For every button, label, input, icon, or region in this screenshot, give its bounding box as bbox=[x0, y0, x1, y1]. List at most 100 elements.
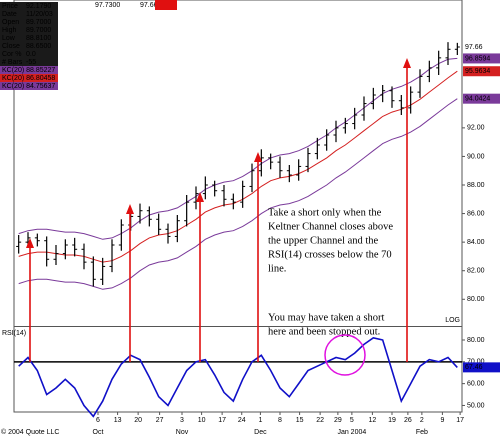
ohlc-bar bbox=[202, 176, 208, 200]
info-row bbox=[0, 58, 58, 66]
x-tick-label: 29 bbox=[334, 417, 342, 424]
ohlc-bar bbox=[445, 42, 451, 65]
info-label: Cor % bbox=[2, 51, 21, 58]
x-tick-label: 6 bbox=[96, 417, 100, 424]
month-label: Nov bbox=[176, 429, 189, 436]
info-value: 89.7000 bbox=[26, 27, 51, 34]
ohlc-bar bbox=[62, 239, 68, 260]
x-tick-label: 2 bbox=[420, 417, 424, 424]
y-tick-label: 90.00 bbox=[467, 153, 485, 160]
arrow-head bbox=[254, 152, 262, 162]
last-value-label: 97.66 bbox=[465, 44, 483, 51]
ohlc-bar bbox=[230, 193, 236, 210]
y-tick-label: 80.00 bbox=[467, 337, 485, 344]
info-label: Open bbox=[2, 19, 19, 26]
ohlc-bar bbox=[296, 159, 302, 181]
ohlc-bar bbox=[174, 215, 180, 243]
ohlc-bar bbox=[305, 147, 311, 173]
ohlc-bar bbox=[426, 60, 432, 83]
arrow-head bbox=[26, 238, 34, 248]
ohlc-bar bbox=[72, 237, 78, 257]
month-label: Jan 2004 bbox=[337, 429, 366, 436]
copyright: © 2004 Quote LLC bbox=[1, 428, 59, 436]
info-row bbox=[0, 34, 58, 42]
last-value-label: 94.0424 bbox=[465, 96, 490, 103]
info-value: 88.6500 bbox=[26, 43, 51, 50]
annotation: Take a short only when the bbox=[268, 207, 382, 218]
annotation: here and been stopped out. bbox=[268, 326, 380, 337]
info-row bbox=[0, 26, 58, 34]
ohlc-bar bbox=[221, 185, 227, 207]
ohlc-bar bbox=[137, 203, 143, 224]
info-value: 92.1790 bbox=[26, 3, 51, 10]
ohlc-bar bbox=[417, 69, 423, 98]
ohlc-bar bbox=[408, 86, 414, 114]
ohlc-bar bbox=[398, 95, 404, 115]
legend-entry: KC(20) 86.80458 bbox=[2, 75, 55, 82]
ohlc-bar bbox=[249, 163, 255, 193]
ohlc-bar bbox=[436, 50, 442, 75]
ohlc-bar bbox=[361, 96, 367, 121]
y-tick-label: 86.00 bbox=[467, 210, 485, 217]
x-tick-label: 22 bbox=[316, 417, 324, 424]
ohlc-bar bbox=[380, 85, 386, 103]
last-value-box bbox=[463, 42, 500, 52]
info-label: Close bbox=[2, 43, 20, 50]
y-tick-label: 80.00 bbox=[467, 296, 485, 303]
ohlc-bar bbox=[34, 233, 40, 247]
legend-entry: KC(20) 84.75637 bbox=[2, 83, 55, 90]
ohlc-bar bbox=[109, 239, 115, 273]
info-value: 11/20/03 bbox=[26, 11, 53, 18]
x-tick-label: 20 bbox=[134, 417, 142, 424]
arrow-head bbox=[126, 204, 134, 214]
legend-row bbox=[0, 74, 58, 82]
annotation: RSI(14) crosses below the 70 bbox=[268, 249, 392, 260]
ohlc-bar bbox=[44, 236, 50, 267]
arrows bbox=[26, 58, 411, 362]
ohlc-bar bbox=[454, 42, 460, 55]
keltner-line bbox=[18, 98, 458, 290]
x-tick-label: 3 bbox=[180, 417, 184, 424]
info-label: Price bbox=[2, 3, 18, 10]
x-tick-label: 1 bbox=[258, 417, 262, 424]
info-row bbox=[0, 10, 58, 18]
annotation: Keltner Channel closes above bbox=[268, 221, 393, 232]
x-tick-label: 10 bbox=[198, 417, 206, 424]
panel-title: RSI(14) bbox=[2, 330, 26, 337]
ohlc-bar bbox=[333, 120, 339, 143]
ohlc-bar bbox=[100, 257, 106, 285]
annotation: You may have taken a short bbox=[268, 312, 385, 323]
keltner-line bbox=[18, 70, 458, 263]
last-value-box bbox=[463, 362, 500, 373]
x-tick-label: 13 bbox=[114, 417, 122, 424]
x-tick-label: 12 bbox=[369, 417, 377, 424]
highlight-circle bbox=[324, 334, 366, 376]
info-value: 89.7000 bbox=[26, 19, 51, 26]
ohlc-bar bbox=[81, 243, 87, 270]
info-label: High bbox=[2, 27, 17, 34]
info-row bbox=[0, 2, 58, 10]
ohlc-bar bbox=[342, 117, 348, 134]
y-tick-label: 88.00 bbox=[467, 182, 485, 189]
ohlc-bar bbox=[118, 219, 124, 251]
info-label: # Bars bbox=[2, 59, 23, 66]
month-label: Dec bbox=[254, 429, 267, 436]
ohlc-bar bbox=[352, 107, 358, 130]
month-label: Oct bbox=[93, 429, 104, 436]
ohlc-bar bbox=[146, 206, 152, 227]
last-value-box bbox=[463, 93, 500, 104]
y-tick-label: 50.00 bbox=[467, 402, 485, 409]
x-tick-label: 19 bbox=[388, 417, 396, 424]
arrow-head bbox=[196, 192, 204, 202]
info-value: -55 bbox=[26, 59, 36, 66]
scale-label: LOG bbox=[445, 317, 460, 324]
ohlc-bar bbox=[324, 129, 330, 151]
rsi-line bbox=[18, 336, 458, 418]
annotation: line. bbox=[268, 263, 286, 274]
ohlc-bar bbox=[212, 180, 218, 197]
y-tick-label: 70.00 bbox=[467, 359, 485, 366]
ohlc-bar bbox=[258, 149, 264, 177]
legend-row bbox=[0, 66, 58, 74]
